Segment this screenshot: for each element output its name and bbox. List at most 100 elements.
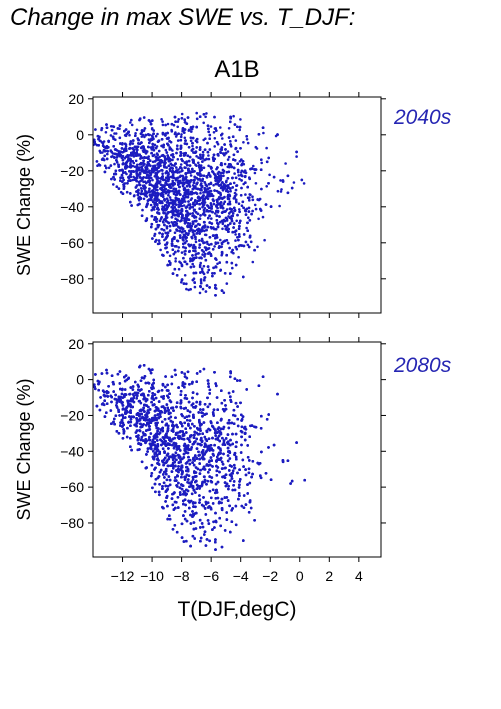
data-point	[251, 198, 255, 202]
data-point	[238, 128, 241, 132]
data-point	[203, 252, 207, 256]
data-point	[186, 224, 189, 228]
data-point	[112, 125, 116, 129]
data-point	[225, 219, 229, 222]
data-point	[232, 222, 236, 225]
data-point	[189, 222, 192, 225]
data-point	[188, 250, 191, 253]
data-point	[198, 230, 202, 233]
data-point	[169, 210, 173, 213]
data-point	[214, 294, 217, 297]
data-point	[129, 172, 133, 176]
data-point	[156, 225, 160, 229]
data-point	[164, 123, 167, 127]
data-point	[136, 148, 139, 152]
data-point	[153, 232, 157, 236]
data-point	[219, 238, 222, 242]
data-point	[174, 257, 177, 260]
data-point	[167, 156, 170, 159]
data-point	[228, 194, 232, 198]
data-point	[183, 222, 187, 225]
data-point	[150, 225, 153, 229]
data-point	[203, 278, 206, 282]
data-point	[175, 245, 178, 248]
data-point	[176, 176, 179, 180]
data-point	[171, 173, 175, 177]
data-point	[153, 202, 156, 206]
data-point	[112, 145, 115, 148]
data-point	[196, 212, 200, 216]
data-point	[183, 161, 187, 164]
data-point	[169, 198, 173, 202]
period-label-2040s: 2040s	[394, 106, 452, 129]
data-point	[130, 123, 134, 127]
data-point	[195, 192, 199, 195]
data-point	[167, 171, 170, 175]
data-point	[200, 256, 203, 260]
data-point	[238, 177, 241, 181]
scenario-label: A1B	[214, 56, 260, 83]
data-point	[195, 182, 198, 186]
data-point	[213, 137, 217, 140]
data-point	[202, 166, 206, 170]
data-point	[216, 221, 219, 225]
data-point	[201, 201, 205, 204]
data-point	[237, 227, 241, 230]
data-point	[185, 179, 188, 183]
data-point	[191, 278, 195, 282]
data-point	[205, 112, 208, 115]
data-point	[164, 231, 167, 235]
data-point	[237, 238, 240, 242]
data-point	[129, 200, 132, 204]
data-point	[126, 182, 129, 185]
data-point	[151, 178, 154, 182]
data-point	[216, 181, 220, 184]
data-point	[182, 233, 186, 237]
data-point	[204, 246, 208, 250]
data-point	[229, 120, 232, 124]
data-point	[171, 204, 175, 207]
data-point	[165, 151, 169, 154]
data-point	[131, 142, 135, 145]
data-point	[109, 164, 113, 167]
data-point	[198, 115, 202, 118]
data-point	[141, 184, 145, 188]
data-point	[189, 257, 192, 261]
data-point	[124, 145, 128, 148]
data-point	[113, 172, 116, 176]
data-point	[192, 271, 196, 275]
data-point	[138, 117, 142, 120]
data-point	[132, 155, 136, 158]
data-point	[232, 226, 235, 229]
data-point	[221, 206, 225, 210]
data-point	[205, 157, 208, 161]
data-point	[113, 132, 116, 135]
data-point	[116, 127, 120, 130]
data-point	[231, 212, 235, 215]
data-point	[125, 132, 129, 136]
data-point	[194, 163, 197, 166]
data-point	[144, 186, 147, 189]
data-point	[182, 200, 186, 203]
data-point	[150, 198, 153, 202]
data-point	[191, 212, 195, 215]
data-point	[247, 206, 251, 210]
data-point	[193, 256, 196, 260]
data-point	[154, 167, 157, 171]
data-point	[244, 171, 248, 175]
data-point	[234, 245, 238, 249]
data-point	[129, 175, 133, 179]
data-point	[172, 123, 176, 127]
data-point	[146, 202, 149, 205]
data-point	[109, 125, 113, 128]
data-point	[131, 147, 134, 150]
data-point	[171, 158, 174, 162]
data-point	[135, 145, 139, 149]
data-point	[174, 209, 177, 213]
data-point	[188, 203, 192, 206]
data-point	[220, 211, 224, 214]
data-point	[191, 246, 195, 249]
data-point	[112, 175, 115, 179]
data-point	[237, 233, 241, 236]
data-point	[230, 165, 234, 169]
